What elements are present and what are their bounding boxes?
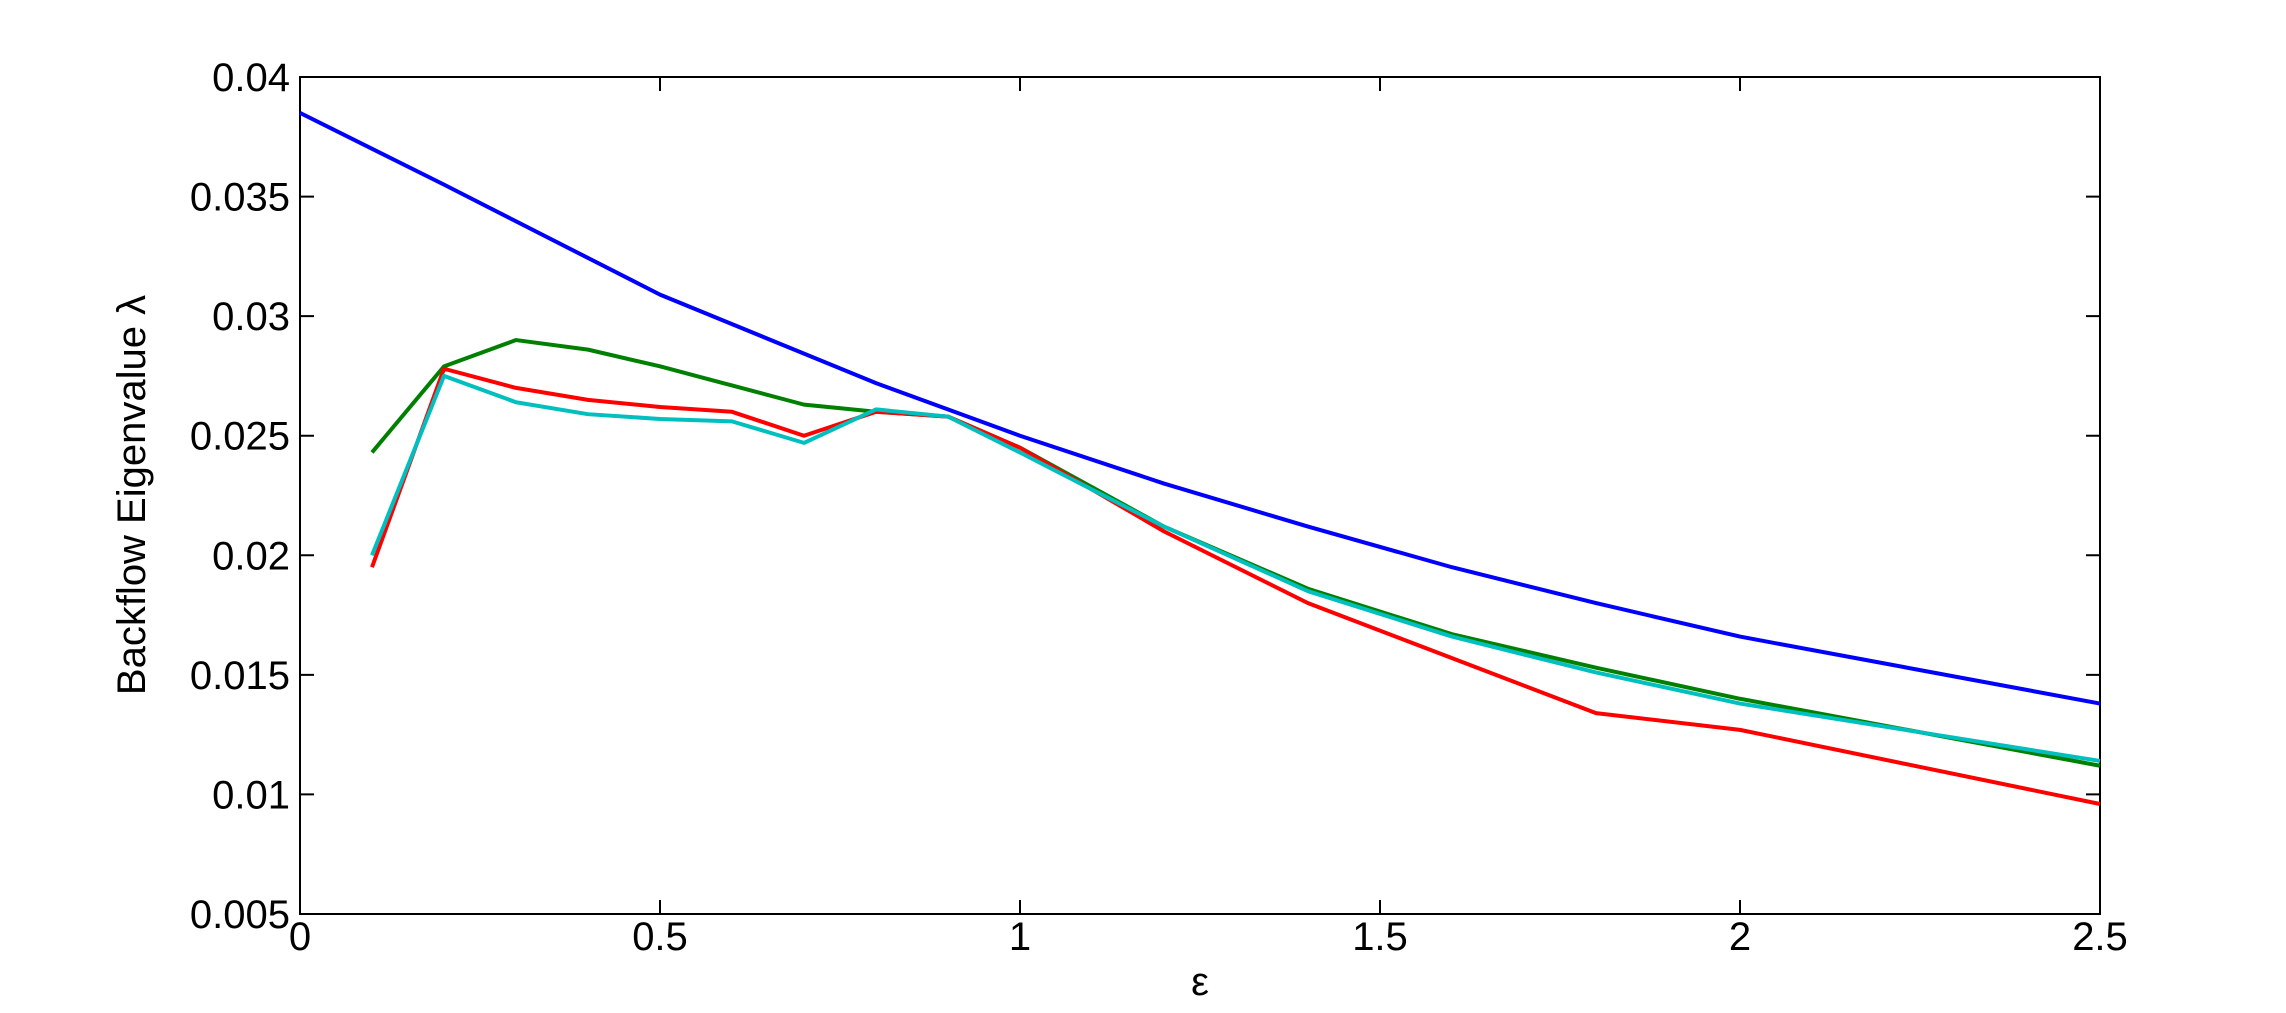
y-tick-label: 0.02 [212,534,290,578]
x-tick-label: 0 [289,915,311,959]
y-tick-label: 0.025 [190,415,290,459]
y-tick-label: 0.01 [212,773,290,817]
y-tick-label: 0.005 [190,893,290,937]
y-axis-label: Backflow Eigenvalue λ [110,295,154,695]
x-axis-label: ε [1191,960,1209,1004]
x-tick-label: 0.5 [632,915,688,959]
y-tick-label: 0.015 [190,654,290,698]
y-tick-label: 0.03 [212,295,290,339]
x-tick-label: 1 [1009,915,1031,959]
y-tick-label: 0.04 [212,56,290,100]
y-tick-label: 0.035 [190,176,290,220]
x-tick-label: 1.5 [1352,915,1408,959]
series-line [299,111,2101,706]
x-tick-label: 2.5 [2072,915,2128,959]
series-line [370,373,2101,763]
x-tick-label: 2 [1729,915,1751,959]
